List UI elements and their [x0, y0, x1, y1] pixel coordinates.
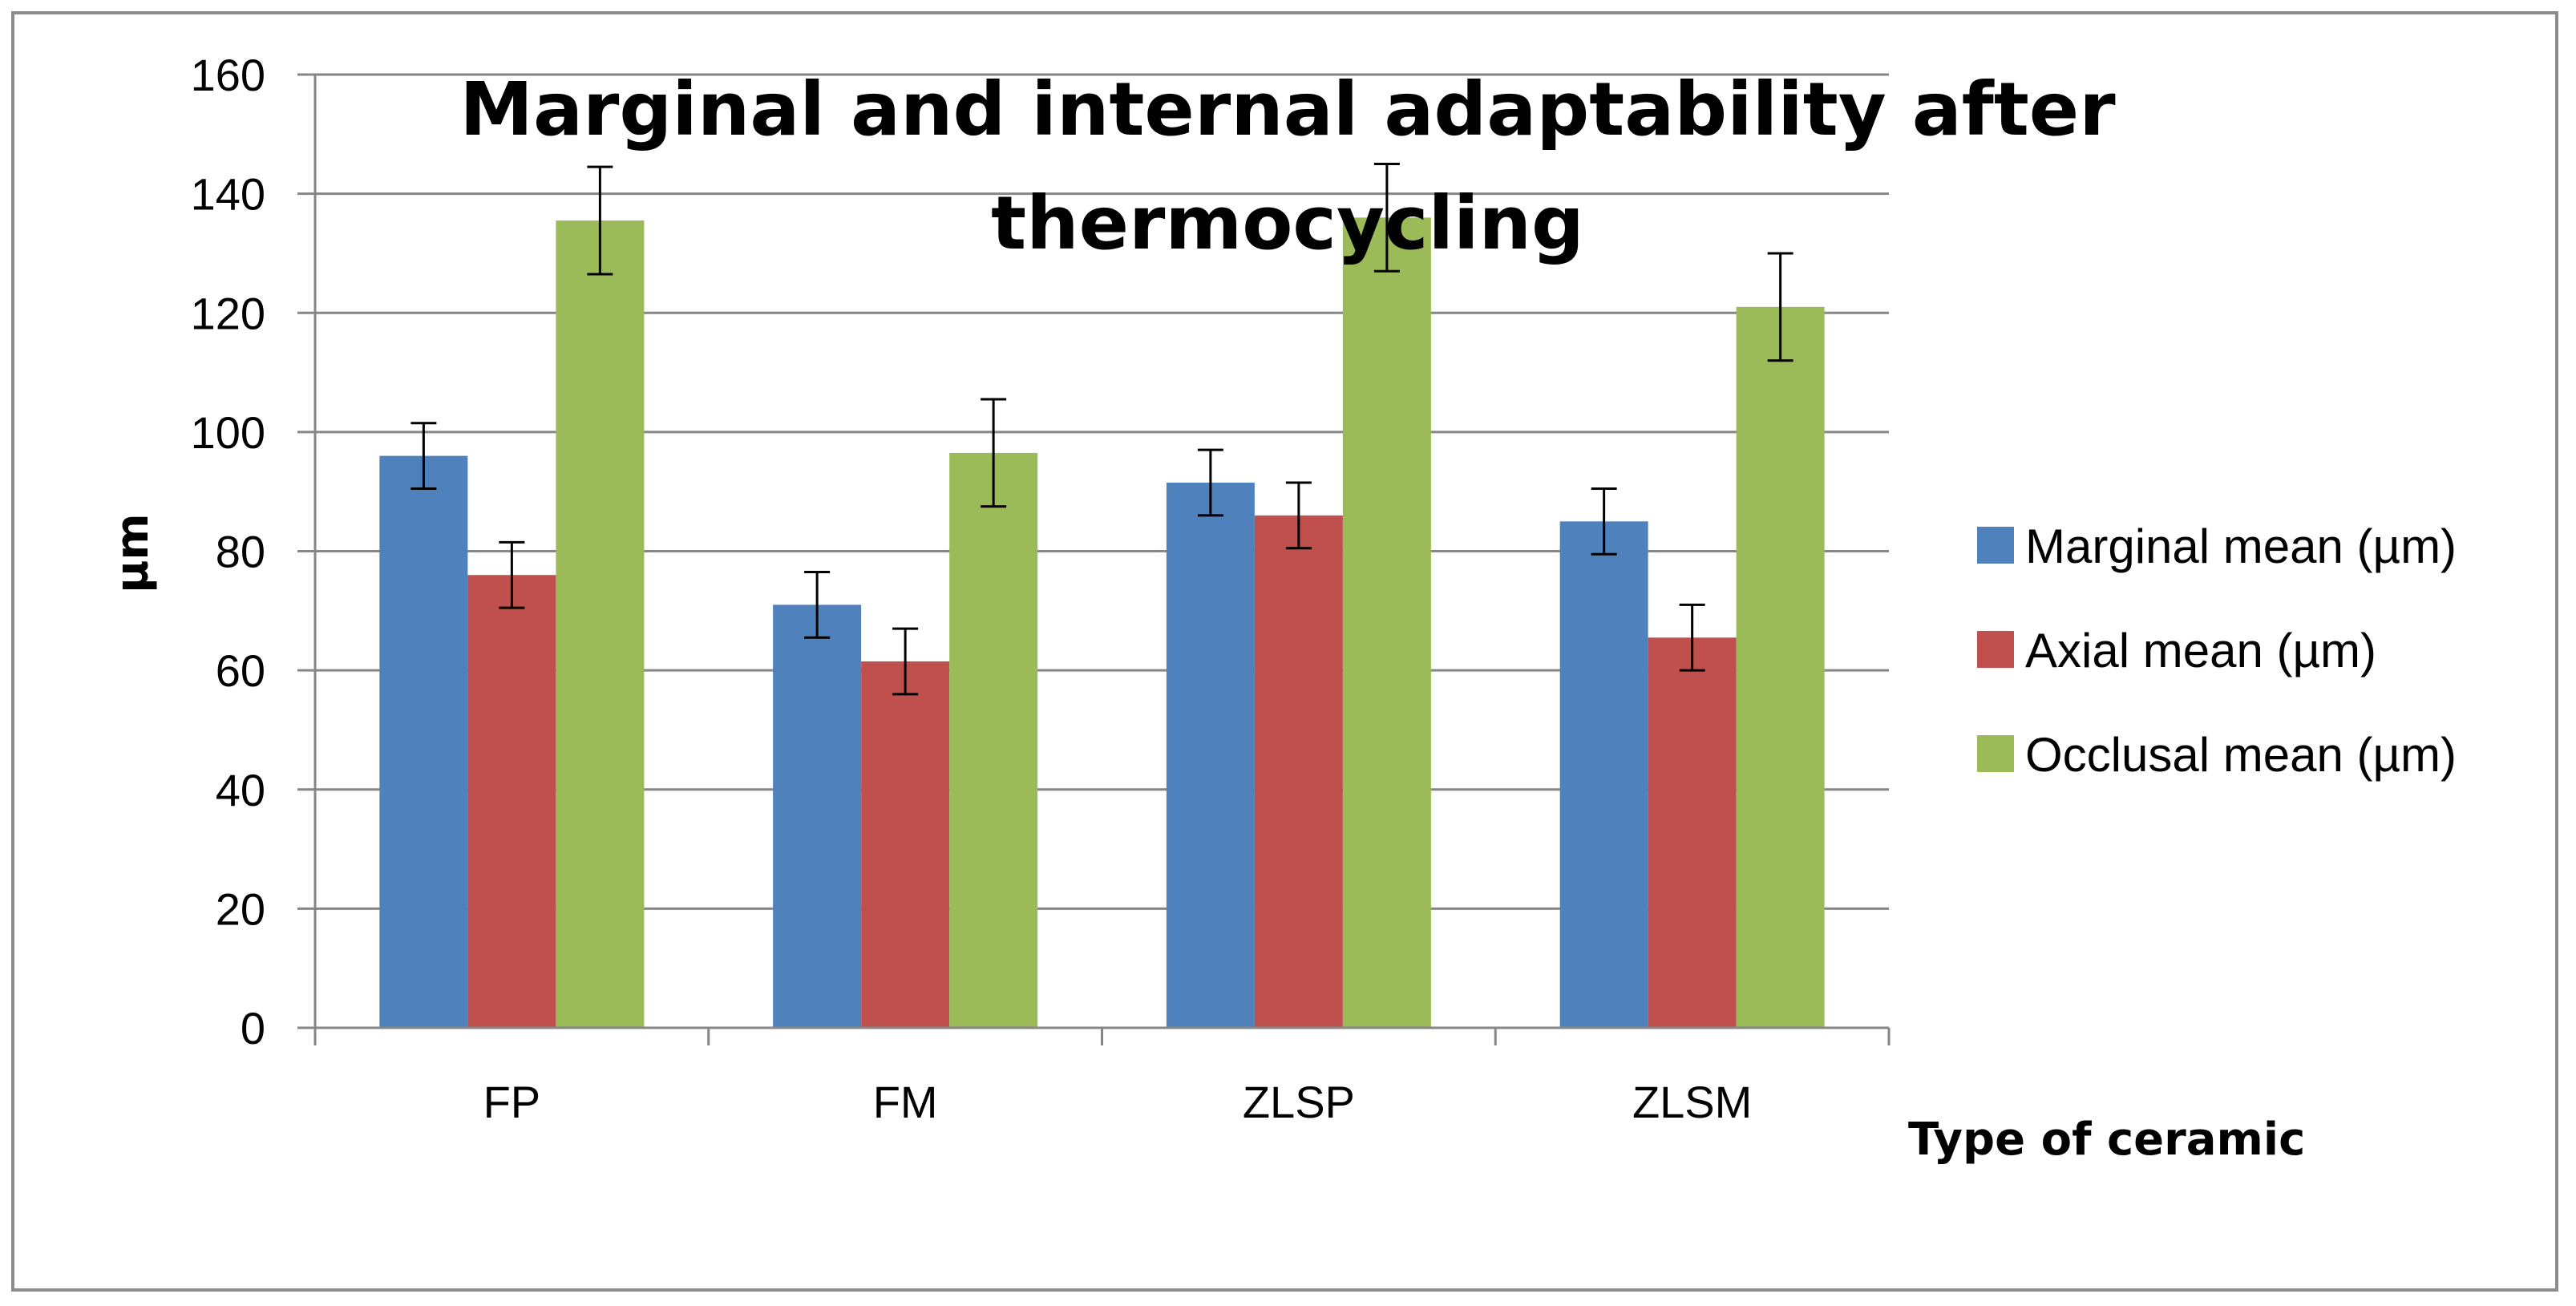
legend-swatch [1977, 527, 2014, 564]
legend-swatch [1977, 631, 2014, 668]
axes: 0 20 40 60 80 100 120 140 160 FP FM ZLSP ZLSM [191, 50, 1891, 1127]
y-tick-label: 40 [216, 765, 265, 815]
y-tick-label: 100 [191, 407, 265, 458]
x-category-label: ZLSP [1243, 1077, 1355, 1127]
chart-title-line-1: Marginal and internal adaptability after [459, 67, 2116, 152]
y-tick-label: 20 [216, 883, 265, 934]
bar [1648, 637, 1737, 1028]
y-axis-title: µm [107, 513, 159, 593]
y-tick-label: 60 [216, 645, 265, 696]
bar [1166, 483, 1255, 1028]
x-category-label: ZLSM [1632, 1077, 1752, 1127]
y-tick-label: 80 [216, 527, 265, 577]
bar [1736, 306, 1825, 1029]
legend-label: Axial mean (µm) [2025, 624, 2376, 677]
bar [1254, 515, 1343, 1028]
bar [773, 604, 862, 1028]
x-category-label: FM [873, 1077, 938, 1127]
y-tick-label: 160 [191, 50, 265, 100]
bar [379, 455, 468, 1028]
chart-title: Marginal and internal adaptability after… [459, 67, 2116, 266]
legend-swatch [1977, 735, 2014, 772]
bar [949, 452, 1038, 1028]
bar [556, 220, 645, 1028]
legend: Marginal mean (µm) Axial mean (µm) Occlusa… [1977, 520, 2457, 782]
bar [467, 575, 556, 1028]
bar [1559, 521, 1648, 1028]
y-tick-label: 120 [191, 288, 265, 338]
bar [1342, 217, 1431, 1029]
legend-label: Marginal mean (µm) [2025, 520, 2457, 573]
chart-title-line-2: thermocycling [991, 180, 1584, 266]
x-axis-title: Type of ceramic [1908, 1114, 2305, 1166]
bar [861, 661, 950, 1028]
bars [379, 162, 1825, 1029]
x-category-label: FP [483, 1077, 541, 1127]
y-tick-label: 0 [241, 1003, 265, 1053]
legend-label: Occlusal mean (µm) [2025, 728, 2457, 782]
y-tick-label: 140 [191, 169, 265, 220]
